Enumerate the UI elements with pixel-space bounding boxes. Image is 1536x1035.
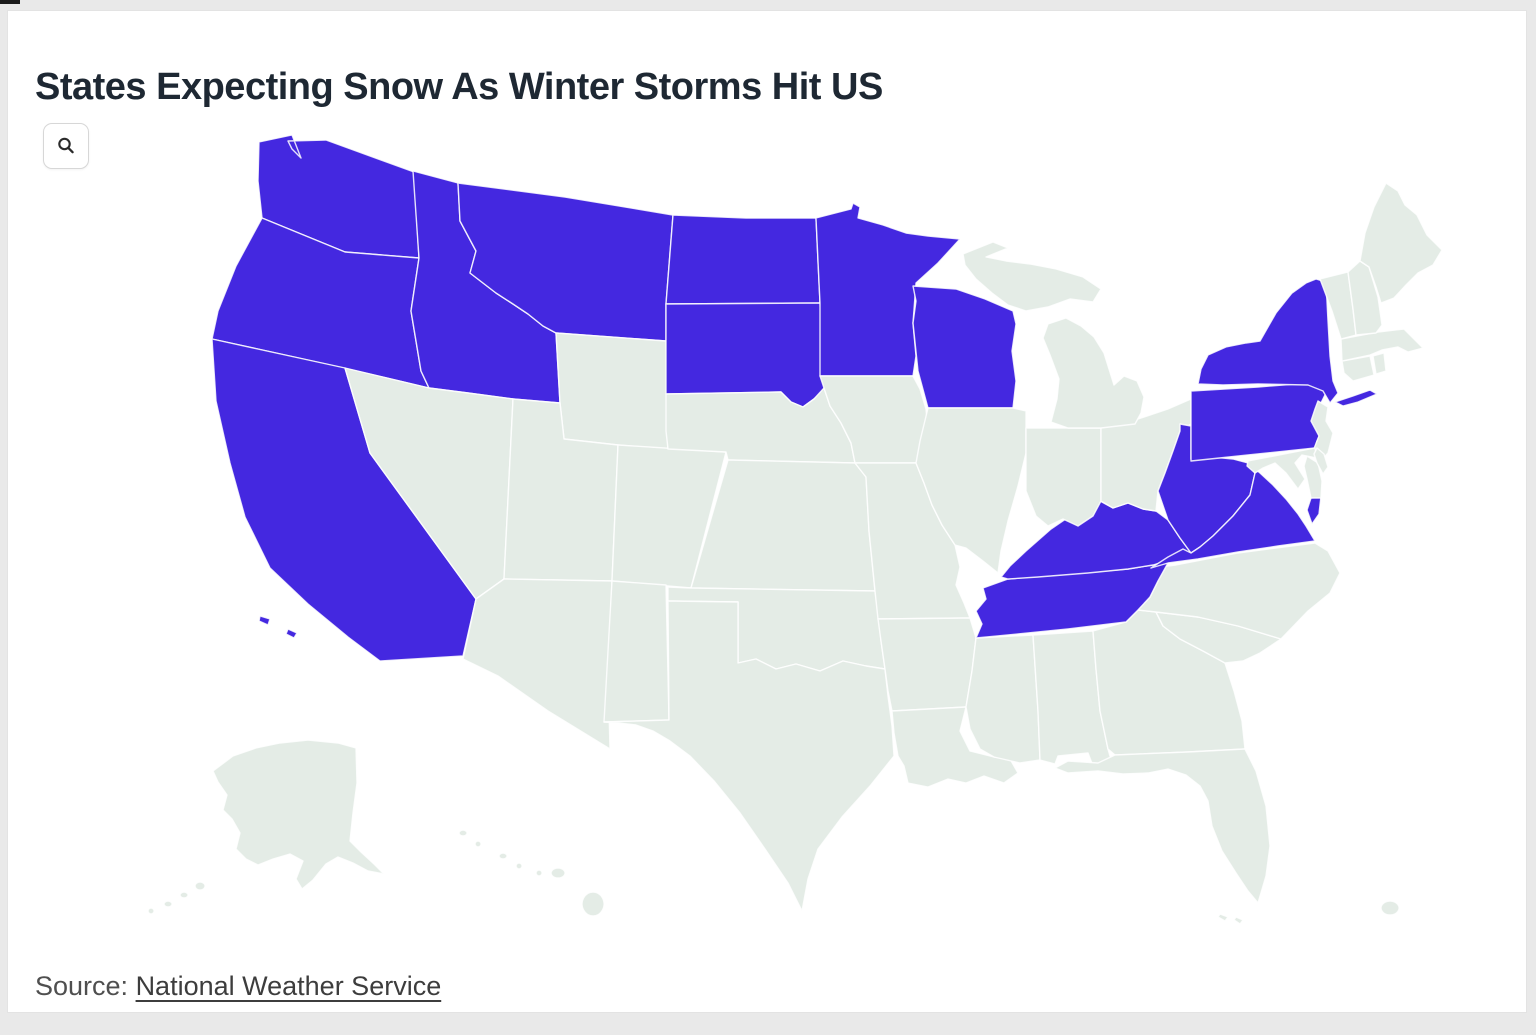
map-zoom-button[interactable] [43,123,89,169]
state-hawaii[interactable] [458,829,605,917]
state-minnesota[interactable] [815,202,961,377]
state-north-dakota[interactable] [665,214,821,305]
state-delaware[interactable] [1313,447,1329,475]
state-wyoming[interactable] [555,332,669,450]
magnifier-icon [58,137,74,154]
state-washington[interactable] [257,134,420,259]
state-texas[interactable] [603,600,895,912]
state-maine[interactable] [1359,182,1443,304]
state-massachusetts[interactable] [1340,328,1424,362]
state-arizona[interactable] [462,578,613,750]
state-wisconsin[interactable] [912,285,1017,409]
chart-card: States Expecting Snow As Winter Storms H… [7,10,1527,1013]
states-layer [147,134,1443,925]
state-south-dakota[interactable] [665,302,829,408]
state-alaska[interactable] [147,739,385,915]
page-title: States Expecting Snow As Winter Storms H… [35,66,883,109]
state-michigan[interactable] [962,241,1145,429]
us-choropleth-map [147,134,1443,925]
state-louisiana[interactable] [891,706,1019,788]
state-arkansas[interactable] [877,617,977,712]
state-new-mexico[interactable] [603,580,670,723]
offshore-island [1380,900,1400,916]
state-indiana[interactable] [1025,427,1102,527]
state-mississippi[interactable] [965,634,1041,764]
screen-artifact [0,0,20,4]
state-rhode-island[interactable] [1372,352,1387,375]
state-connecticut[interactable] [1341,355,1375,382]
source-line: Source: National Weather Service [35,971,441,1002]
state-florida[interactable] [1054,748,1271,925]
source-prefix: Source: [35,971,136,1001]
source-link[interactable]: National Weather Service [135,971,442,1001]
